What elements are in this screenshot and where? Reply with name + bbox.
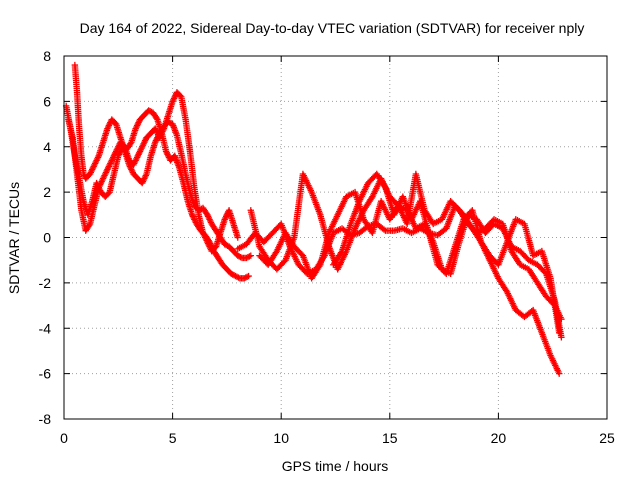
point-marker xyxy=(380,226,388,233)
point-marker xyxy=(556,370,563,377)
point-marker xyxy=(556,329,563,336)
x-axis-label: GPS time / hours xyxy=(282,458,389,474)
point-marker xyxy=(237,253,244,261)
point-marker xyxy=(177,92,184,99)
x-tick-label: 25 xyxy=(599,430,615,446)
axis-ticks xyxy=(63,55,608,420)
x-tick-label: 0 xyxy=(60,430,68,446)
x-tick-label: 5 xyxy=(169,430,177,446)
series-arc-2 xyxy=(71,61,254,262)
y-tick-label: 4 xyxy=(43,139,51,155)
y-tick-label: 0 xyxy=(43,230,51,246)
point-marker xyxy=(246,253,253,260)
chart-title: Day 164 of 2022, Sidereal Day-to-day VTE… xyxy=(80,20,585,36)
x-tick-labels: 0 5 10 15 20 25 xyxy=(60,430,615,446)
y-tick-label: -2 xyxy=(39,275,52,291)
series-arc-3 xyxy=(65,89,241,255)
point-marker xyxy=(558,334,565,341)
point-marker xyxy=(245,272,252,280)
point-marker xyxy=(243,273,251,281)
series-arc-7 xyxy=(330,170,563,336)
x-tick-label: 15 xyxy=(382,430,398,446)
point-marker xyxy=(153,114,160,122)
grid xyxy=(64,56,607,419)
point-marker xyxy=(235,274,242,281)
y-tick-label: 2 xyxy=(43,184,51,200)
point-marker xyxy=(85,222,93,229)
y-tick-label: 8 xyxy=(43,48,51,64)
y-axis-label: SDTVAR / TECUs xyxy=(6,182,22,294)
y-tick-labels: -8 -6 -4 -2 0 2 4 6 8 xyxy=(39,48,52,427)
y-tick-label: -6 xyxy=(39,366,52,382)
y-tick-label: -4 xyxy=(39,320,52,336)
x-tick-label: 20 xyxy=(491,430,507,446)
point-marker xyxy=(247,252,254,259)
data-points xyxy=(62,61,565,377)
x-tick-label: 10 xyxy=(273,430,289,446)
point-marker xyxy=(127,140,134,147)
y-tick-label: 6 xyxy=(43,93,51,109)
point-marker xyxy=(234,234,241,241)
y-tick-label: -8 xyxy=(39,411,52,427)
